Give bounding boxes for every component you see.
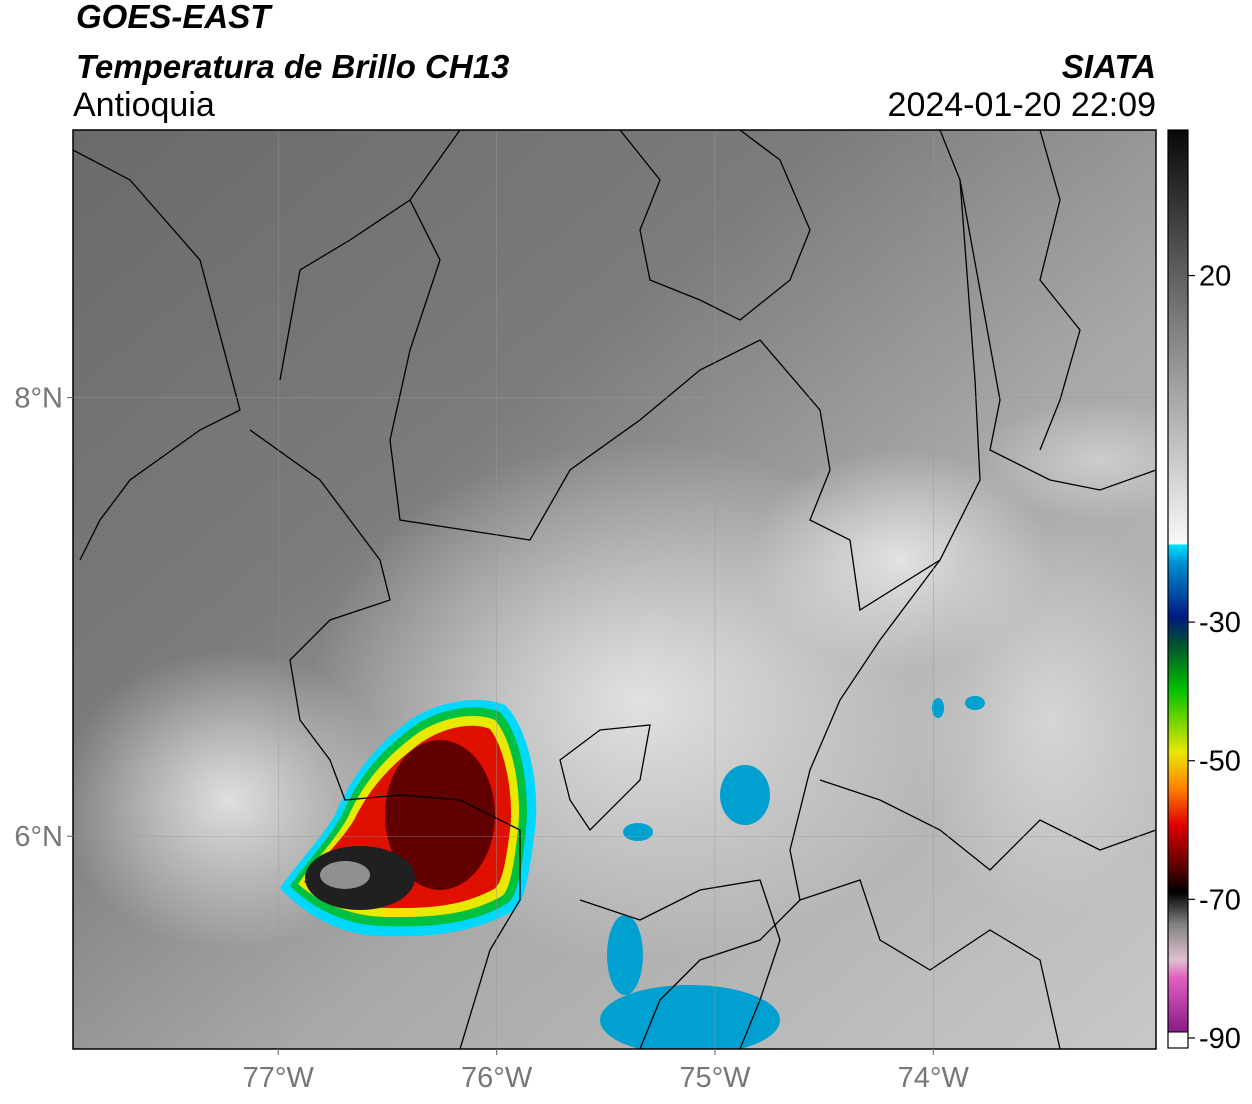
colorbar-frame <box>1167 129 1189 1049</box>
map-frame <box>72 129 1157 1050</box>
colorbar-under <box>1167 1031 1189 1049</box>
colorbar <box>1168 130 1188 1032</box>
colorbar-tick-label: -30 <box>1199 607 1241 639</box>
source: SIATA <box>1062 48 1156 85</box>
axis-ticks: 77°W 76°W 75°W 74°W 8°N 6°N <box>14 383 969 1094</box>
colorbar-tick-label: -90 <box>1199 1023 1241 1055</box>
cloud-haze <box>980 400 1156 520</box>
x-tick-label: 77°W <box>243 1062 315 1094</box>
x-tick-label: 74°W <box>898 1062 970 1094</box>
x-tick-label: 75°W <box>679 1062 751 1094</box>
y-tick-label: 6°N <box>14 821 63 853</box>
boundaries <box>73 130 1156 1049</box>
storm-cell <box>280 700 537 937</box>
cloud-haze <box>910 520 1156 920</box>
subtitle: Temperatura de Brillo CH13 <box>76 48 509 85</box>
datetime: 2024-01-20 22:09 <box>888 86 1156 124</box>
y-tick-label: 8°N <box>14 383 63 415</box>
colorbar-tick-label: -70 <box>1199 884 1241 916</box>
title: GOES-EAST <box>76 0 273 35</box>
x-tick-label: 76°W <box>461 1062 533 1094</box>
satellite-image <box>73 130 1156 1049</box>
colorbar-tick-label: 20 <box>1199 261 1231 293</box>
region: Antioquia <box>73 86 215 124</box>
grid <box>73 130 1156 1049</box>
colorbar-ticks: 20 -30 -50 -70 -90 <box>1188 261 1241 1055</box>
colorbar-tick-label: -50 <box>1199 746 1241 778</box>
